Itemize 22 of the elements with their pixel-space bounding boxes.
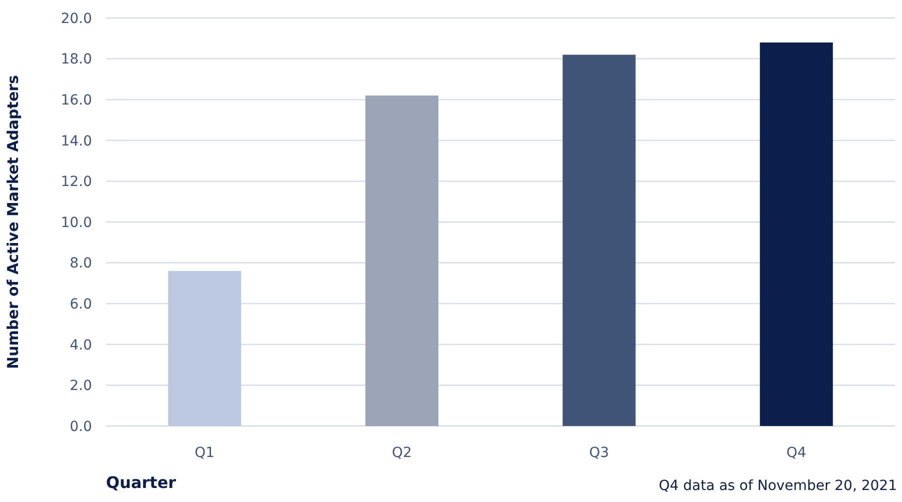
y-tick-label: 12.0 (60, 174, 92, 190)
y-tick-label: 2.0 (70, 378, 92, 394)
y-tick-label: 14.0 (60, 133, 92, 150)
bar (168, 270, 242, 426)
x-tick-label: Q2 (392, 445, 412, 461)
bar (760, 42, 833, 426)
y-tick-label: 18.0 (60, 52, 92, 68)
x-tick-label: Q3 (589, 445, 610, 461)
y-tick-label: 10.0 (60, 214, 92, 231)
bar (365, 96, 438, 426)
y-tick-label: 4.0 (70, 337, 92, 354)
y-tick-label: 8.0 (70, 256, 92, 272)
y-tick-label: 20.0 (60, 10, 92, 27)
x-tick-label: Q4 (786, 445, 806, 461)
y-tick-label: 0.0 (70, 418, 92, 435)
x-tick-label: Q1 (194, 445, 215, 461)
text: Q4 data as of November 20, 2021 (658, 478, 897, 494)
y-tick-label: 6.0 (70, 296, 92, 312)
y-axis-title: Number of Active Market Adapters (4, 74, 22, 369)
bar (562, 54, 636, 426)
y-tick-label: 16.0 (60, 92, 92, 108)
x-axis-title: Quarter (106, 473, 176, 492)
